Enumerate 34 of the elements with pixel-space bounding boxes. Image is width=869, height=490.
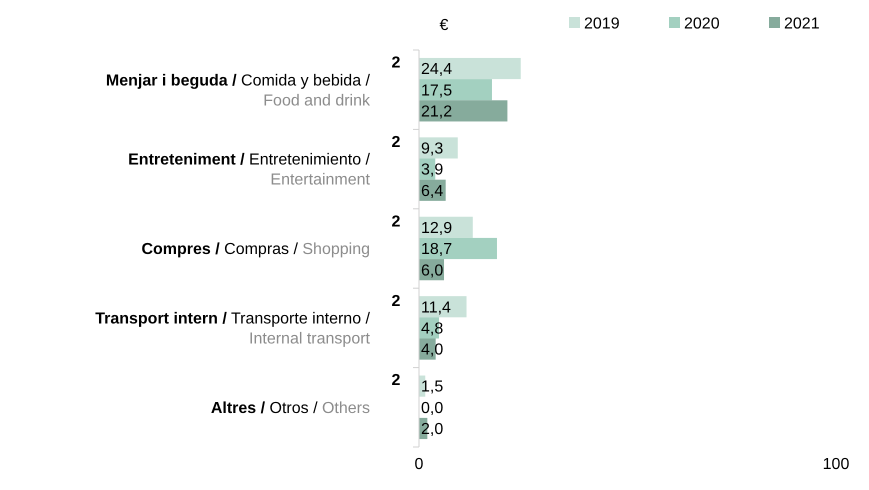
text: 2 xyxy=(392,372,401,390)
data-label: 12,9 xyxy=(421,220,452,237)
category-label: Menjar i beguda / Comida y bebida / Food and drink xyxy=(106,72,370,110)
data-label: 6,4 xyxy=(421,182,444,200)
x-tick-label: 100 xyxy=(822,456,850,473)
y-tick-label: Entreteniment / Entretenimiento / Entertainment xyxy=(128,152,371,189)
text: 2 xyxy=(392,54,401,72)
legend-label: 2021 xyxy=(784,16,820,33)
bar xyxy=(419,238,497,260)
text: 2 xyxy=(392,134,401,151)
data-label: 9,3 xyxy=(421,140,444,158)
y-tick-label: Transport intern / Transporte interno / Internal transport xyxy=(95,310,371,348)
x-axis-title: € xyxy=(440,17,449,34)
legend-label: 2019 xyxy=(584,16,620,33)
data-label: 11,4 xyxy=(421,299,452,316)
data-label: 24,4 xyxy=(421,61,452,78)
y-tick-label: Compres / Compras / Shopping xyxy=(141,241,370,258)
bar xyxy=(419,79,492,100)
data-label: 0,0 xyxy=(421,400,444,417)
data-label: 21,2 xyxy=(421,103,452,120)
data-label: 6,0 xyxy=(421,262,444,280)
text: 2 xyxy=(392,213,401,230)
bar xyxy=(419,58,521,80)
text: 2 xyxy=(392,292,401,310)
y-tick-label: Altres / Otros / Others xyxy=(210,400,370,417)
legend-label: 2020 xyxy=(684,16,720,33)
data-label: 4,8 xyxy=(421,320,444,338)
bar xyxy=(419,100,508,122)
data-label: 2,0 xyxy=(421,421,444,438)
data-label: 17,5 xyxy=(421,82,452,100)
data-label: 18,7 xyxy=(421,241,452,258)
x-tick-label: 0 xyxy=(414,456,424,473)
data-label: 1,5 xyxy=(421,378,444,396)
data-label: 3,9 xyxy=(421,162,444,179)
